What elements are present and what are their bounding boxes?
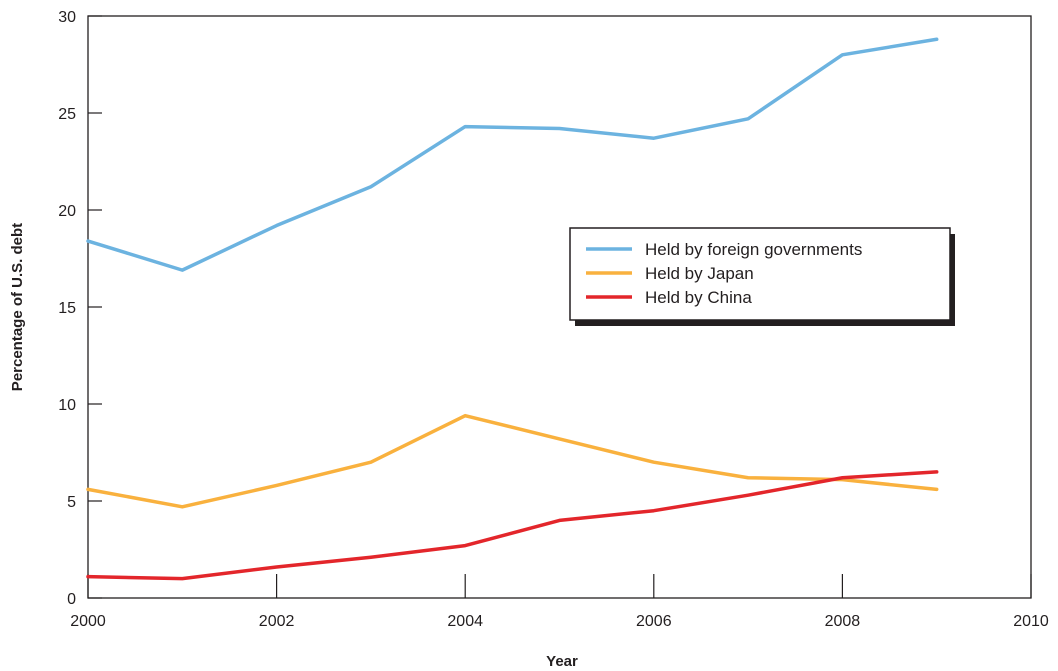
y-tick-label: 20 — [58, 203, 76, 220]
x-tick-label: 2000 — [70, 613, 106, 630]
y-tick-label: 5 — [67, 494, 76, 511]
y-axis-ticks: 0 5 10 15 20 25 30 — [58, 9, 102, 608]
y-tick-label: 15 — [58, 300, 76, 317]
series-line-2 — [86, 470, 939, 581]
x-tick-label: 2008 — [825, 613, 861, 630]
y-tick-label: 10 — [58, 397, 76, 414]
series-line-1 — [86, 413, 939, 509]
x-tick-label: 2010 — [1013, 613, 1049, 630]
x-tick-label: 2002 — [259, 613, 295, 630]
legend-box — [569, 227, 951, 321]
x-axis-title: Year — [546, 653, 578, 670]
legend-label: Held by foreign governments — [645, 240, 862, 259]
series-line-0 — [86, 37, 939, 272]
x-tick-label: 2004 — [447, 613, 483, 630]
y-tick-label: 0 — [67, 591, 76, 608]
legend: Held by foreign governments Held by Japan… — [569, 227, 955, 326]
y-tick-label: 30 — [58, 9, 76, 26]
y-axis-title: Percentage of U.S. debt — [9, 223, 26, 391]
series-lines — [86, 37, 939, 581]
legend-label: Held by Japan — [645, 264, 754, 283]
x-axis-ticks: 2000 2002 2004 2006 2008 2010 — [70, 574, 1049, 630]
x-tick-label: 2006 — [636, 613, 672, 630]
legend-label: Held by China — [645, 288, 752, 307]
y-tick-label: 25 — [58, 106, 76, 123]
